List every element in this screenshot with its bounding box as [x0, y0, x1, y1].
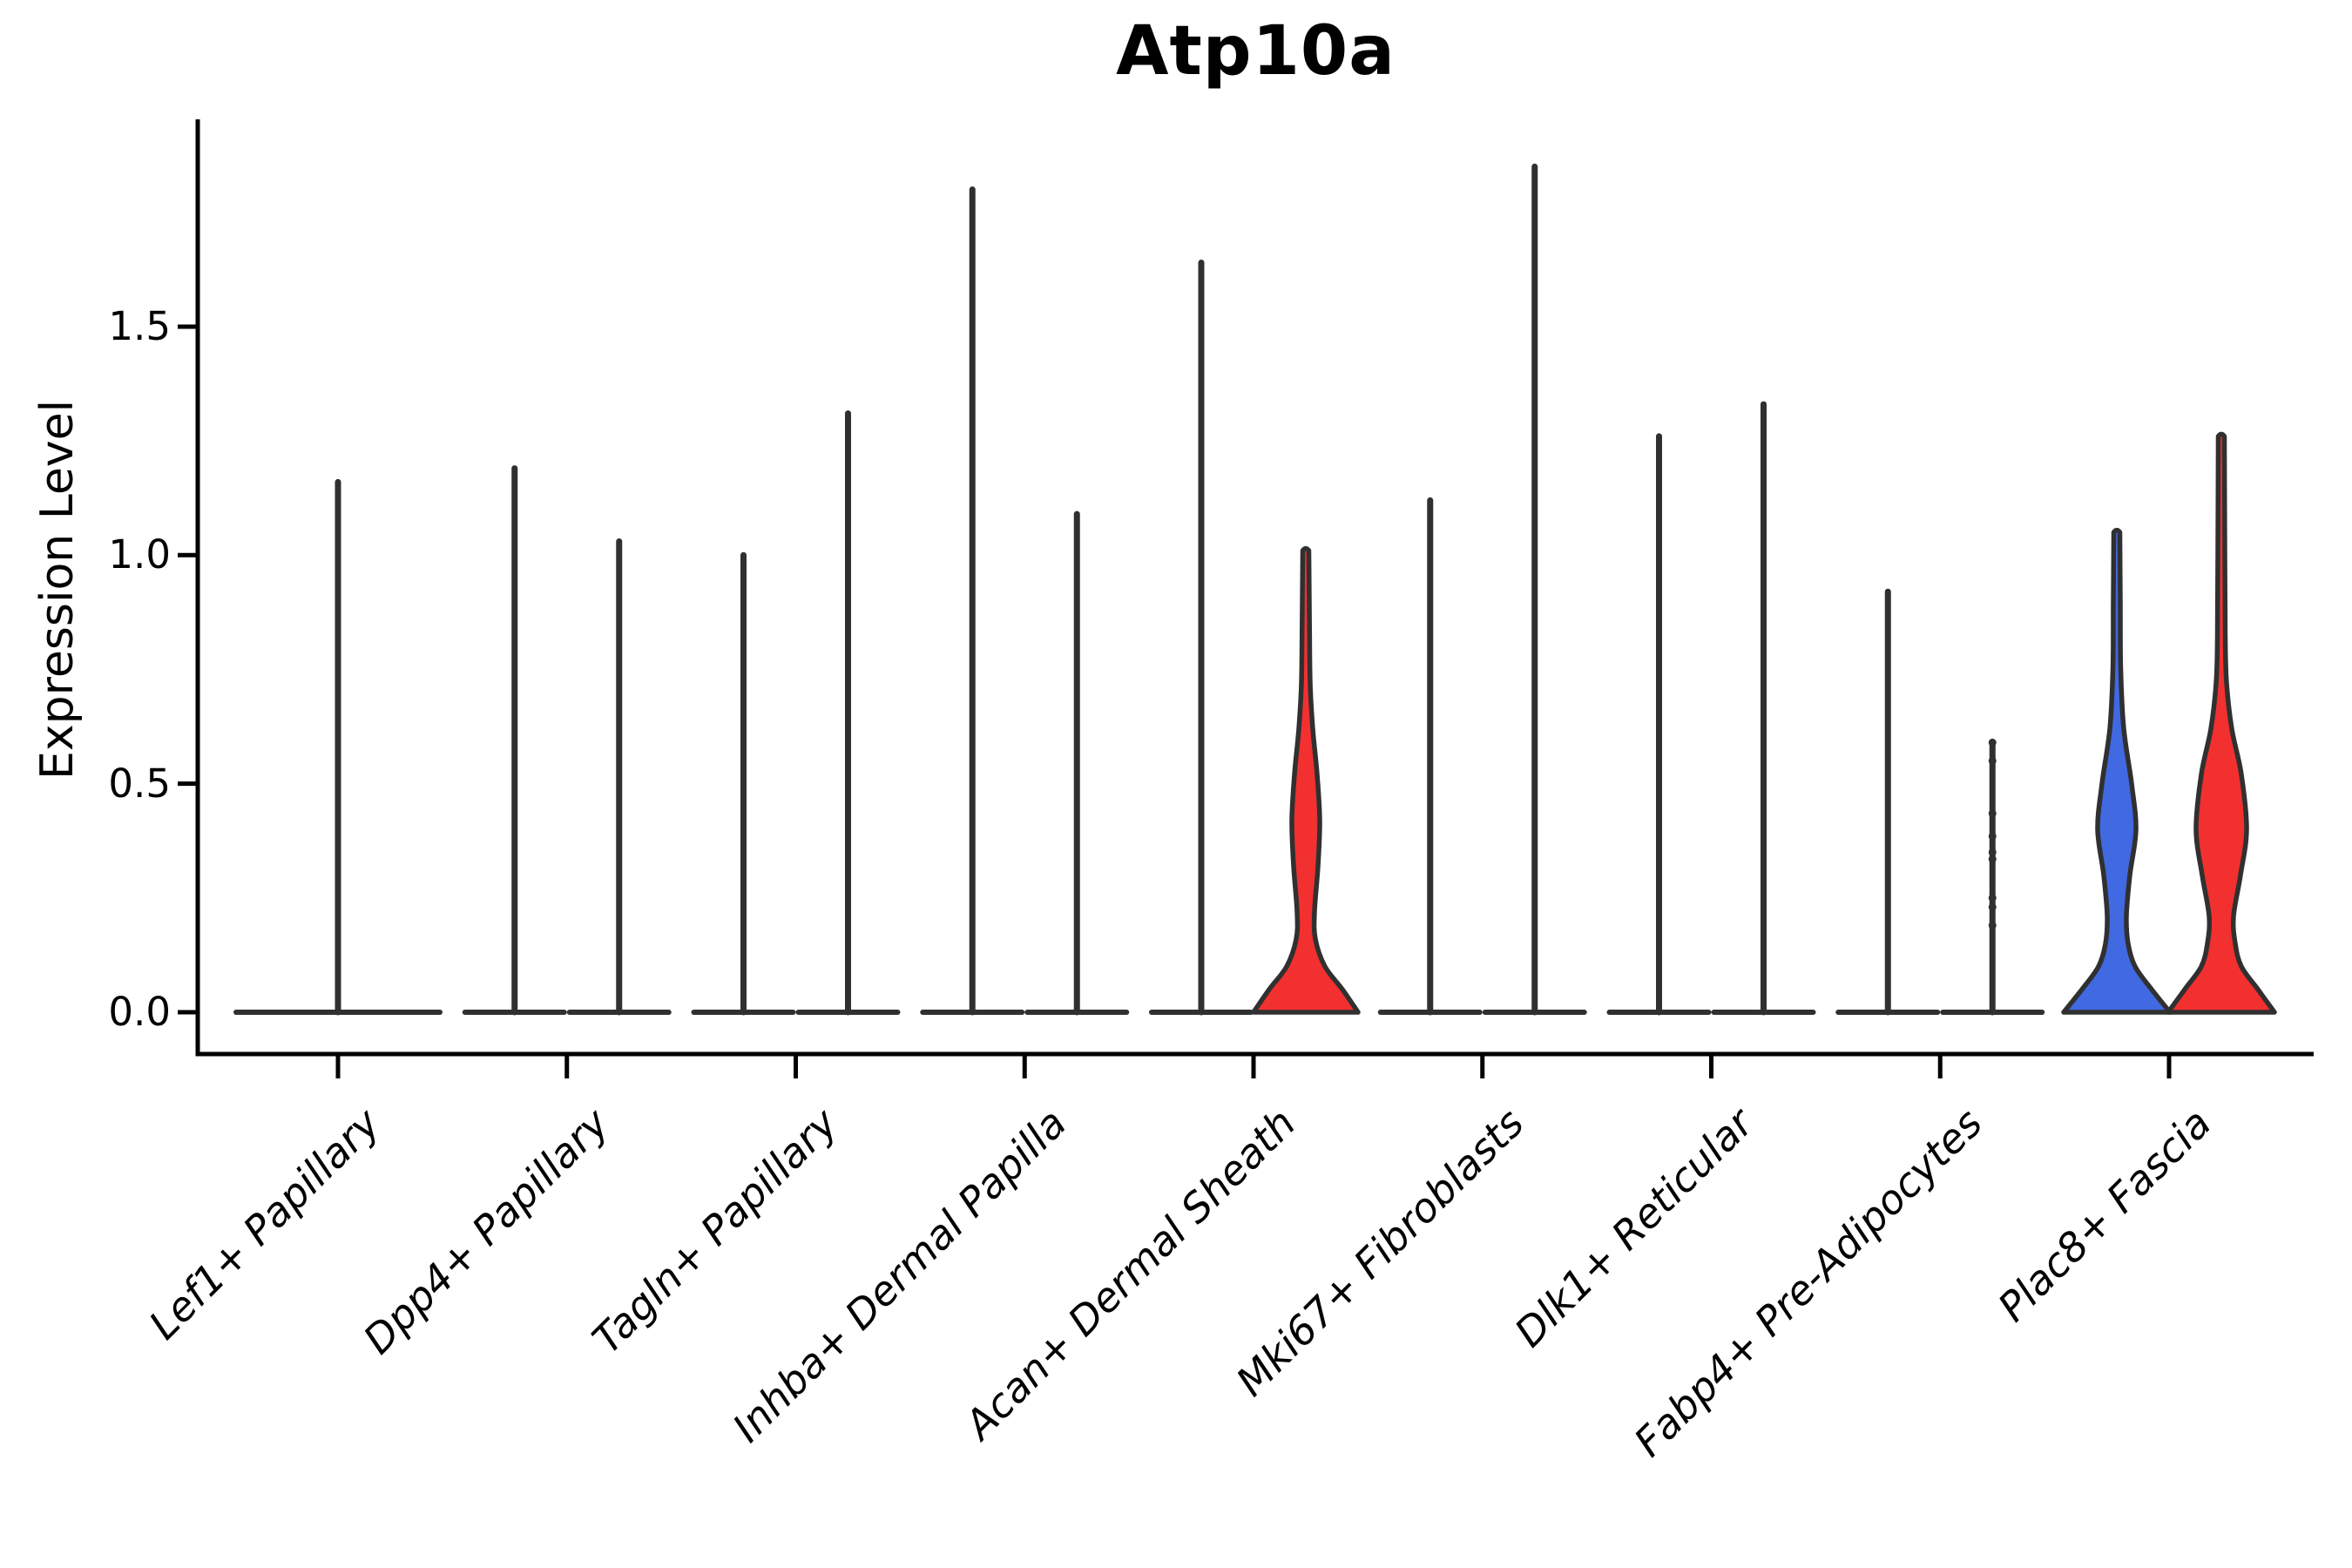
jitter-point	[1988, 848, 1997, 856]
jitter-point	[1988, 921, 1997, 929]
jitter-point	[1988, 756, 1997, 765]
jitter-point	[1988, 855, 1997, 863]
jitter-point	[1988, 832, 1997, 841]
y-tick-label: 0.0	[108, 989, 171, 1035]
jitter-point	[1988, 738, 1997, 747]
violin-body-red	[1251, 545, 1361, 1015]
y-tick-label: 0.5	[108, 760, 171, 807]
violin-body-red	[2166, 431, 2277, 1015]
jitter-point	[1988, 902, 1997, 911]
violin-body-blue	[2061, 527, 2173, 1015]
jitter-point	[1988, 809, 1997, 818]
jitter-point	[1988, 894, 1997, 902]
y-tick-label: 1.5	[108, 303, 171, 349]
chart-title: Atp10a	[1116, 12, 1396, 91]
y-tick-label: 1.0	[108, 531, 171, 578]
